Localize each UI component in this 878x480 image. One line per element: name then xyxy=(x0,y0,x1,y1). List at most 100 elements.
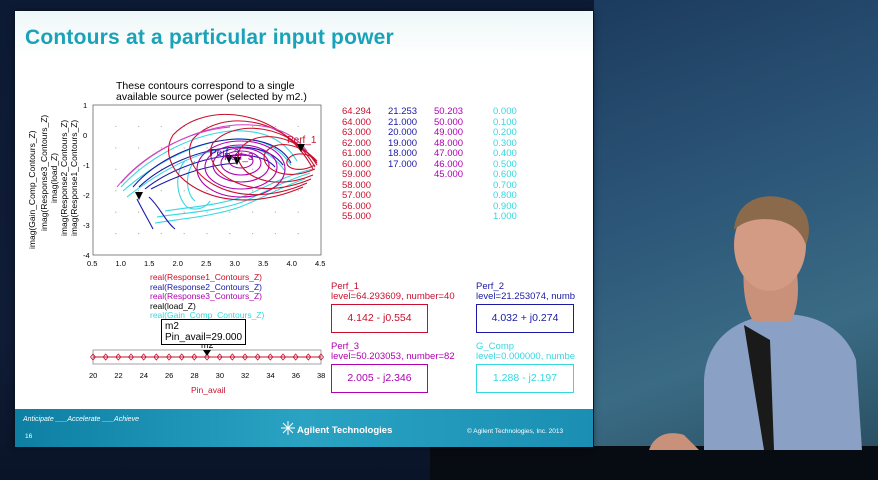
grid-dot xyxy=(115,168,117,170)
perf1-value-box[interactable]: 4.142 - j0.554 xyxy=(331,304,428,333)
x-legend-gain-comp: real(Gain_Comp_Contours_Z) xyxy=(150,310,265,320)
perf2-marker[interactable] xyxy=(225,155,233,163)
grid-dot xyxy=(183,211,185,213)
footer-brand: Agilent Technologies xyxy=(297,425,393,436)
grid-dot xyxy=(206,125,208,128)
sweep-x-tick-label: 38 xyxy=(317,371,325,380)
sweep-point xyxy=(279,353,287,361)
grid-dot xyxy=(206,147,208,149)
m2-marker-label: m2 xyxy=(201,340,214,350)
sweep-x-label: Pin_avail xyxy=(191,385,226,395)
response2-contour-line xyxy=(148,196,176,230)
footer-tagline: Anticipate ___Accelerate ___Achieve xyxy=(23,416,139,423)
grid-dot xyxy=(206,190,208,192)
x-tick-label: 3.0 xyxy=(230,259,240,268)
perf1-marker[interactable] xyxy=(297,144,305,152)
x-tick-label: 4.5 xyxy=(315,259,325,268)
footer-page-number: 16 xyxy=(25,433,33,440)
grid-dot xyxy=(160,190,162,192)
sweep-x-tick-label: 20 xyxy=(89,371,97,380)
grid-dot xyxy=(160,232,162,235)
response2-contour-line xyxy=(132,138,292,188)
sweep-point xyxy=(292,353,299,361)
level-value: 55.000 xyxy=(342,211,372,222)
level-value: 0.900 xyxy=(493,200,517,212)
sweep-point xyxy=(153,353,160,361)
response1-levels-list: 64.294 64.000 63.000 62.000 61.000 60.000 59.0… xyxy=(342,106,372,223)
footer-copyright: © Agilent Technologies, Inc. 2013 xyxy=(467,428,564,435)
stage-floor xyxy=(430,446,878,480)
grid-dot xyxy=(206,168,208,170)
sweep-point xyxy=(305,353,312,361)
level-value: 56.000 xyxy=(342,200,372,212)
plot-grid xyxy=(115,125,299,235)
perf2-value-box[interactable]: 4.032 + j0.274 xyxy=(476,304,574,333)
level-value: 62.000 xyxy=(342,137,372,149)
level-value: 57.000 xyxy=(342,190,372,201)
m2-marker-readout[interactable]: m2 Pin_avail=29.000 xyxy=(161,319,247,345)
response1-contour-line xyxy=(189,120,316,196)
gcomp-marker[interactable] xyxy=(135,192,143,200)
level-value: 0.500 xyxy=(493,158,517,170)
grid-dot xyxy=(274,232,276,235)
response3-contour-line xyxy=(204,144,278,190)
sweep-x-tick-label: 36 xyxy=(292,371,300,380)
level-value: 1.000 xyxy=(493,211,517,222)
grid-dot xyxy=(138,232,140,235)
response3-outer-contour-line xyxy=(116,126,231,188)
level-value: 21.253 xyxy=(388,106,418,117)
grid-dot xyxy=(138,147,140,149)
perf3-value-box[interactable]: 2.005 - j2.346 xyxy=(331,364,428,393)
level-value: 64.294 xyxy=(342,106,372,117)
plot-caption: These contours correspond to a single av… xyxy=(116,81,307,103)
y-tick-label: 0 xyxy=(83,131,87,140)
x-legend-response3: real(Response3_Contours_Z) xyxy=(150,291,262,301)
sweep-x-tick-label: 26 xyxy=(165,371,173,380)
level-value: 21.000 xyxy=(388,116,418,128)
grid-dot xyxy=(252,125,254,128)
perf3-marker[interactable] xyxy=(233,157,241,165)
grid-dot xyxy=(274,211,276,213)
perf1-level: level=64.293609, number=40 xyxy=(331,291,455,302)
m2-marker[interactable] xyxy=(203,350,211,356)
level-value: 50.203 xyxy=(434,106,464,117)
presenter-shirt xyxy=(704,314,862,450)
sweep-x-tick-label: 34 xyxy=(266,371,274,380)
level-value: 59.000 xyxy=(342,169,372,180)
sweep-points xyxy=(89,353,325,361)
sweep-point xyxy=(203,353,211,361)
y-legend-response2: imag(Response2_Contours_Z) xyxy=(59,119,69,236)
response2-contour-line xyxy=(138,146,284,188)
sweep-point xyxy=(89,353,97,361)
x-legend-load: real(load_Z) xyxy=(150,300,196,311)
sweep-x-tick-label: 32 xyxy=(241,371,249,380)
m2-marker-value: Pin_avail=29.000 xyxy=(165,332,243,343)
level-value: 64.000 xyxy=(342,116,372,128)
slide-title: Contours at a particular input power xyxy=(25,26,394,49)
y-legend-response1: imag(Response1_Contours_Z) xyxy=(69,119,79,236)
level-value: 58.000 xyxy=(342,179,372,191)
presenter-hair xyxy=(734,196,809,245)
grid-dot xyxy=(115,147,117,149)
level-value: 19.000 xyxy=(388,137,418,149)
x-tick-label: 1.0 xyxy=(116,259,126,268)
grid-dot xyxy=(229,232,231,235)
response3-levels-list: 50.203 50.000 49.000 48.000 47.000 46.000 45.0… xyxy=(434,106,464,181)
level-value: 18.000 xyxy=(388,148,418,159)
grid-dot xyxy=(183,232,185,235)
perf-markers xyxy=(135,144,305,200)
sweep-point xyxy=(102,353,109,361)
x-axis-legend: real(Response1_Contours_Z) real(Response… xyxy=(150,272,265,321)
response3-contours xyxy=(196,140,286,198)
level-value: 45.000 xyxy=(434,169,464,180)
response3-contour-line xyxy=(220,150,262,176)
plot-caption-line-1: These contours correspond to a single xyxy=(116,80,295,92)
response1-contour-line xyxy=(286,153,316,170)
level-value: 60.000 xyxy=(342,158,372,170)
level-value: 20.000 xyxy=(388,127,418,138)
gcomp-value-box[interactable]: 1.288 - j2.197 xyxy=(476,364,574,393)
grid-dot xyxy=(183,168,185,170)
grid-dot xyxy=(274,125,276,128)
y-legend-response3: imag(Response3_Contours_Z) xyxy=(39,114,49,231)
level-value: 0.400 xyxy=(493,148,517,159)
